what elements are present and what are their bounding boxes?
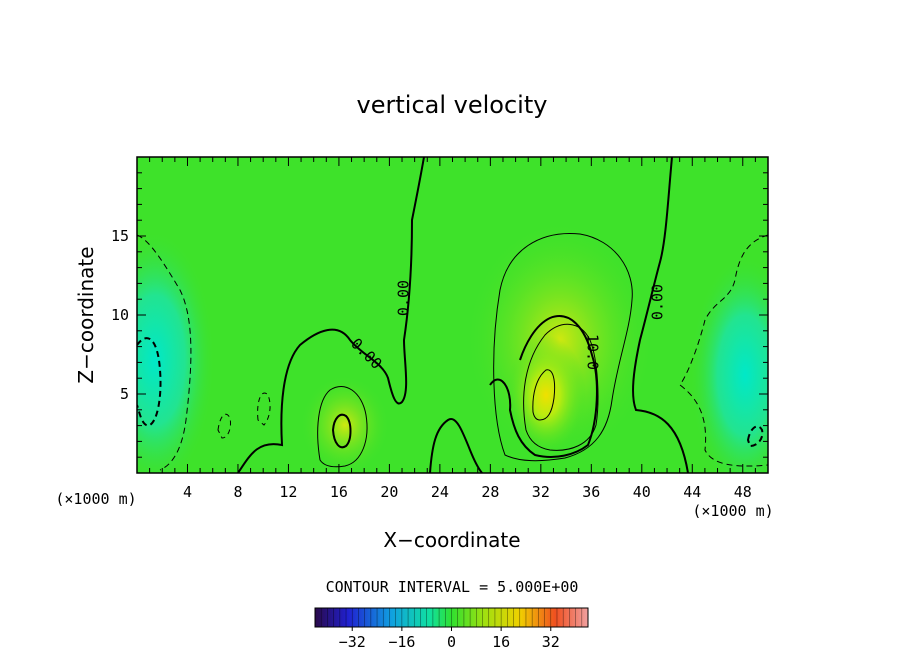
y-tick-label: 5	[120, 385, 129, 403]
colorbar-divisions	[320, 608, 583, 627]
zero-contour-east-inner	[489, 315, 598, 458]
x-tick-label: 12	[279, 483, 297, 501]
x-tick-label: 36	[582, 483, 600, 501]
x-tick-label: 48	[734, 483, 752, 501]
negative-contour-west-outer	[137, 234, 192, 471]
colorbar-tick-label: 32	[542, 633, 560, 651]
y-axis-label: Z−coordinate	[74, 246, 98, 383]
colorbar-tick-label: −32	[339, 633, 366, 651]
plot-background	[137, 157, 768, 473]
x-axis-ticks: 4 8 12 16 20 24 28 32 36 40 44 48	[149, 157, 756, 501]
x-axis-label: X−coordinate	[383, 528, 520, 552]
contour-interval-note: CONTOUR INTERVAL = 5.000E+00	[326, 578, 579, 596]
x-tick-label: 16	[330, 483, 348, 501]
zero-contour-mid	[429, 418, 483, 473]
x-tick-label: 24	[431, 483, 449, 501]
x-unit-right: (×1000 m)	[692, 502, 773, 520]
contour-label: 10.0	[584, 334, 602, 370]
zero-contour-east	[632, 157, 689, 473]
negative-contour-west-inner	[137, 337, 162, 427]
updraft-region-west	[300, 375, 390, 473]
downdraft-region-west	[137, 230, 215, 473]
y-tick-label: 15	[111, 227, 129, 245]
chart-title: vertical velocity	[357, 91, 548, 119]
downdraft-region-east	[690, 255, 768, 473]
ten-contour-west	[331, 413, 352, 449]
five-contour-east	[493, 233, 633, 462]
five-contour-west	[317, 385, 368, 468]
colorbar-tick-label: 0	[447, 633, 456, 651]
updraft-core-east	[506, 335, 586, 455]
fifteen-contour-east	[532, 369, 556, 421]
x-tick-label: 40	[633, 483, 651, 501]
contour-labels: 0.00 0.00 10.0 0.00	[347, 280, 666, 373]
negative-contour-small-2	[217, 413, 231, 439]
x-tick-label: 20	[380, 483, 398, 501]
colorbar-tick-label: −16	[388, 633, 415, 651]
negative-contour-east-outer	[679, 234, 768, 467]
colorbar-tick-label: 16	[492, 633, 510, 651]
x-unit-left: (×1000 m)	[55, 490, 136, 508]
y-axis-ticks: 5 10 15	[111, 172, 768, 458]
x-tick-label: 28	[481, 483, 499, 501]
x-tick-label: 44	[683, 483, 701, 501]
contour-lines	[137, 157, 768, 473]
y-tick-label: 10	[111, 306, 129, 324]
contour-label: 0.00	[395, 280, 413, 316]
x-tick-label: 32	[532, 483, 550, 501]
ten-contour-east	[523, 323, 599, 451]
x-tick-label: 4	[183, 483, 192, 501]
contour-label: 0.00	[649, 284, 667, 320]
zero-contour-west	[237, 157, 425, 473]
x-tick-label: 8	[233, 483, 242, 501]
negative-contour-east-inner	[746, 425, 764, 448]
colorbar-ticks: −32 −16 0 16 32	[339, 627, 560, 651]
